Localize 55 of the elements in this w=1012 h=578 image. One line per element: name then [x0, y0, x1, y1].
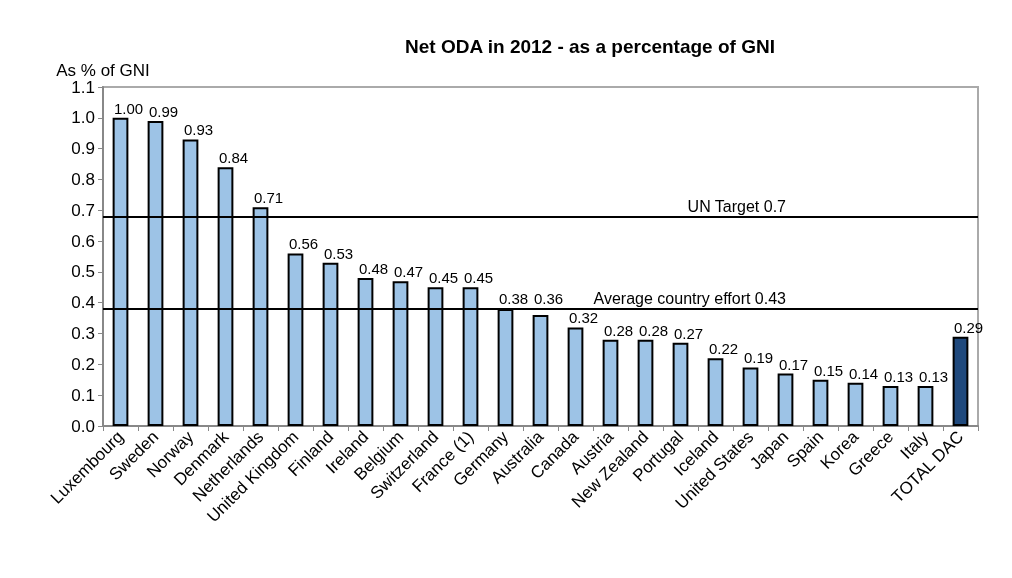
- data-label: 0.53: [323, 244, 354, 262]
- y-tick-label: 0.8: [71, 169, 95, 189]
- data-label: 0.48: [358, 260, 389, 278]
- data-label: 0.71: [253, 189, 284, 207]
- data-label: 0.32: [568, 309, 599, 327]
- data-label: 0.45: [463, 269, 494, 287]
- bar: [567, 327, 584, 426]
- data-label: 0.13: [883, 367, 914, 385]
- data-label: 0.28: [603, 321, 634, 339]
- text: 0.0: [71, 416, 95, 436]
- bar: [602, 339, 619, 426]
- bar: [777, 373, 794, 426]
- data-label: 0.93: [183, 121, 214, 139]
- data-label: 0.99: [148, 102, 179, 120]
- data-label: 0.36: [533, 289, 564, 307]
- bar: [532, 315, 549, 426]
- data-label: 0.38: [498, 289, 529, 307]
- y-tick-label: 0.3: [71, 324, 95, 344]
- y-tick-label: 0.9: [71, 139, 95, 159]
- y-tick-label: 0.1: [71, 385, 95, 405]
- ref-line-label: UN Target 0.7: [687, 197, 787, 215]
- y-tick-label: 0.5: [71, 262, 95, 282]
- y-tick-label: 0.4: [71, 293, 95, 313]
- data-label: 0.14: [848, 364, 879, 382]
- bar: [882, 385, 899, 426]
- data-label: 0.17: [778, 355, 809, 373]
- data-label: 0.28: [638, 321, 669, 339]
- bar: [637, 339, 654, 426]
- y-tick-label: 1.1: [71, 77, 95, 97]
- bar: [952, 336, 969, 426]
- x-tick-label: Italy: [896, 426, 933, 463]
- data-label: 0.47: [393, 263, 424, 281]
- bar: [742, 367, 759, 426]
- data-label: 0.22: [708, 340, 739, 358]
- ref-line-label: Average country effort 0.43: [593, 290, 787, 308]
- chart-title: Net ODA in 2012 - as a percentage of GNI: [405, 36, 775, 57]
- data-label: 0.19: [743, 349, 774, 367]
- data-label: 0.15: [813, 361, 844, 379]
- data-label: 0.56: [288, 235, 319, 253]
- data-label: 0.27: [673, 324, 704, 342]
- data-label: 0.29: [953, 318, 984, 336]
- bar: [707, 358, 724, 426]
- bar: [847, 382, 864, 426]
- y-tick-label: 0.2: [71, 354, 95, 374]
- data-label: 1.00: [113, 99, 144, 117]
- data-label: 0.45: [428, 269, 459, 287]
- y-tick-label: 0.7: [71, 200, 95, 220]
- y-tick-label: 0.6: [71, 231, 95, 251]
- data-label: 0.84: [218, 149, 249, 167]
- bar: [812, 379, 829, 426]
- data-label: 0.13: [918, 367, 949, 385]
- text: 1.0: [71, 108, 95, 128]
- bar: [917, 385, 934, 426]
- y-axis-title: As % of GNI: [56, 60, 150, 80]
- bar: [672, 342, 689, 426]
